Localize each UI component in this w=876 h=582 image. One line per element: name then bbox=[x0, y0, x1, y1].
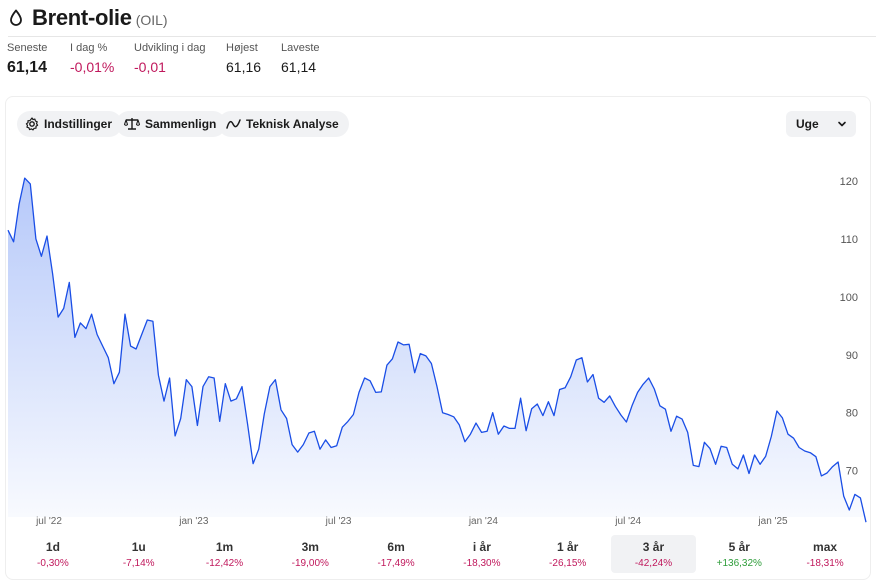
x-tick-label: jan '23 bbox=[178, 516, 209, 527]
stat-value: 61,14 bbox=[7, 59, 48, 76]
interval-select[interactable]: Uge bbox=[786, 111, 856, 137]
range-button[interactable]: 1d -0,30% bbox=[10, 535, 96, 573]
x-tick-label: jul '22 bbox=[35, 516, 62, 527]
range-change: -18,30% bbox=[463, 558, 501, 569]
x-tick-label: jul '24 bbox=[614, 516, 641, 527]
stat-label: Seneste bbox=[7, 42, 48, 54]
range-label: 1 år bbox=[557, 540, 579, 554]
x-tick-label: jan '25 bbox=[757, 516, 788, 527]
stat-value: 61,16 bbox=[226, 59, 262, 75]
range-button[interactable]: 1m -12,42% bbox=[182, 535, 268, 573]
scale-icon bbox=[124, 118, 140, 130]
price-area bbox=[8, 178, 866, 523]
range-change: -18,31% bbox=[806, 558, 844, 569]
quote-stats: Seneste 61,14 I dag % -0,01% Udvikling i… bbox=[7, 42, 341, 77]
range-button[interactable]: 1 år -26,15% bbox=[525, 535, 611, 573]
stat-label: Udvikling i dag bbox=[134, 42, 206, 54]
range-button[interactable]: 1u -7,14% bbox=[96, 535, 182, 573]
range-change: -26,15% bbox=[549, 558, 587, 569]
range-label: 5 år bbox=[728, 540, 750, 554]
range-change: -19,00% bbox=[291, 558, 329, 569]
compare-button[interactable]: Sammenlign bbox=[116, 111, 227, 137]
stat-value: -0,01% bbox=[70, 59, 115, 75]
stat-label: I dag % bbox=[70, 42, 108, 54]
gear-icon bbox=[25, 117, 39, 131]
settings-button[interactable]: Indstillinger bbox=[17, 111, 123, 137]
range-label: 1d bbox=[45, 540, 60, 554]
range-button[interactable]: max -18,31% bbox=[782, 535, 868, 573]
line-chart-icon bbox=[226, 119, 241, 129]
stat-high: Højest 61,16 bbox=[226, 42, 281, 77]
range-button[interactable]: i år -18,30% bbox=[439, 535, 525, 573]
range-button[interactable]: 3m -19,00% bbox=[267, 535, 353, 573]
range-label: 1m bbox=[215, 540, 234, 554]
x-tick-label: jul '23 bbox=[325, 516, 352, 527]
range-change: -17,49% bbox=[377, 558, 415, 569]
range-label: i år bbox=[472, 540, 491, 554]
y-tick-label: 120 bbox=[840, 176, 858, 188]
page-header: Brent-olie (OIL) bbox=[8, 4, 168, 32]
page-title: Brent-olie bbox=[32, 5, 132, 30]
stat-low: Laveste 61,14 bbox=[281, 42, 341, 77]
y-tick-label: 110 bbox=[840, 234, 858, 246]
range-button[interactable]: 5 år +136,32% bbox=[696, 535, 782, 573]
stat-today-percent: I dag % -0,01% bbox=[70, 42, 134, 77]
stat-today-change: Udvikling i dag -0,01 bbox=[134, 42, 226, 77]
x-tick-label: jan '24 bbox=[468, 516, 499, 527]
technical-analysis-label: Teknisk Analyse bbox=[246, 117, 339, 131]
range-change: -12,42% bbox=[205, 558, 244, 569]
range-change: -7,14% bbox=[122, 558, 155, 569]
range-label: 3 år bbox=[642, 540, 665, 554]
compare-button-label: Sammenlign bbox=[145, 117, 217, 131]
ticker-symbol: (OIL) bbox=[135, 12, 168, 28]
interval-value: Uge bbox=[796, 117, 819, 131]
range-button[interactable]: 3 år -42,24% bbox=[610, 535, 697, 573]
range-label: 6m bbox=[387, 540, 405, 554]
stat-label: Højest bbox=[226, 42, 258, 54]
range-label: 1u bbox=[131, 540, 146, 554]
range-label: 3m bbox=[301, 540, 319, 554]
stat-value: -0,01 bbox=[134, 59, 166, 75]
stat-value: 61,14 bbox=[281, 59, 317, 75]
header-divider bbox=[8, 36, 876, 37]
y-tick-label: 70 bbox=[846, 466, 858, 478]
price-chart[interactable]: 70 80 90 100 110 120 jul '22 jan '23 jul '23 jan… bbox=[6, 97, 872, 537]
price-line bbox=[7, 177, 867, 523]
y-axis: 70 80 90 100 110 120 bbox=[840, 176, 858, 478]
settings-button-label: Indstillinger bbox=[44, 117, 113, 131]
range-label: max bbox=[813, 540, 838, 554]
range-button[interactable]: 6m -17,49% bbox=[353, 535, 439, 573]
x-axis: jul '22 jan '23 jul '23 jan '24 jul '24 jan '… bbox=[35, 516, 788, 527]
range-change: +136,32% bbox=[716, 558, 762, 569]
range-selector: 1d -0,30% 1u -7,14% 1m -12,42% 3m -19,00% 6m -17,… bbox=[6, 535, 872, 575]
y-tick-label: 100 bbox=[840, 292, 858, 304]
chart-card: Indstillinger Sammenlign Teknisk Analyse… bbox=[5, 96, 871, 580]
drop-icon bbox=[8, 9, 24, 27]
range-change: -0,30% bbox=[37, 558, 69, 569]
y-tick-label: 90 bbox=[846, 350, 858, 362]
technical-analysis-button[interactable]: Teknisk Analyse bbox=[218, 111, 349, 137]
stat-latest: Seneste 61,14 bbox=[7, 42, 70, 77]
stat-label: Laveste bbox=[281, 42, 320, 54]
y-tick-label: 80 bbox=[846, 408, 858, 420]
range-change: -42,24% bbox=[634, 558, 673, 569]
chevron-down-icon bbox=[838, 121, 846, 127]
